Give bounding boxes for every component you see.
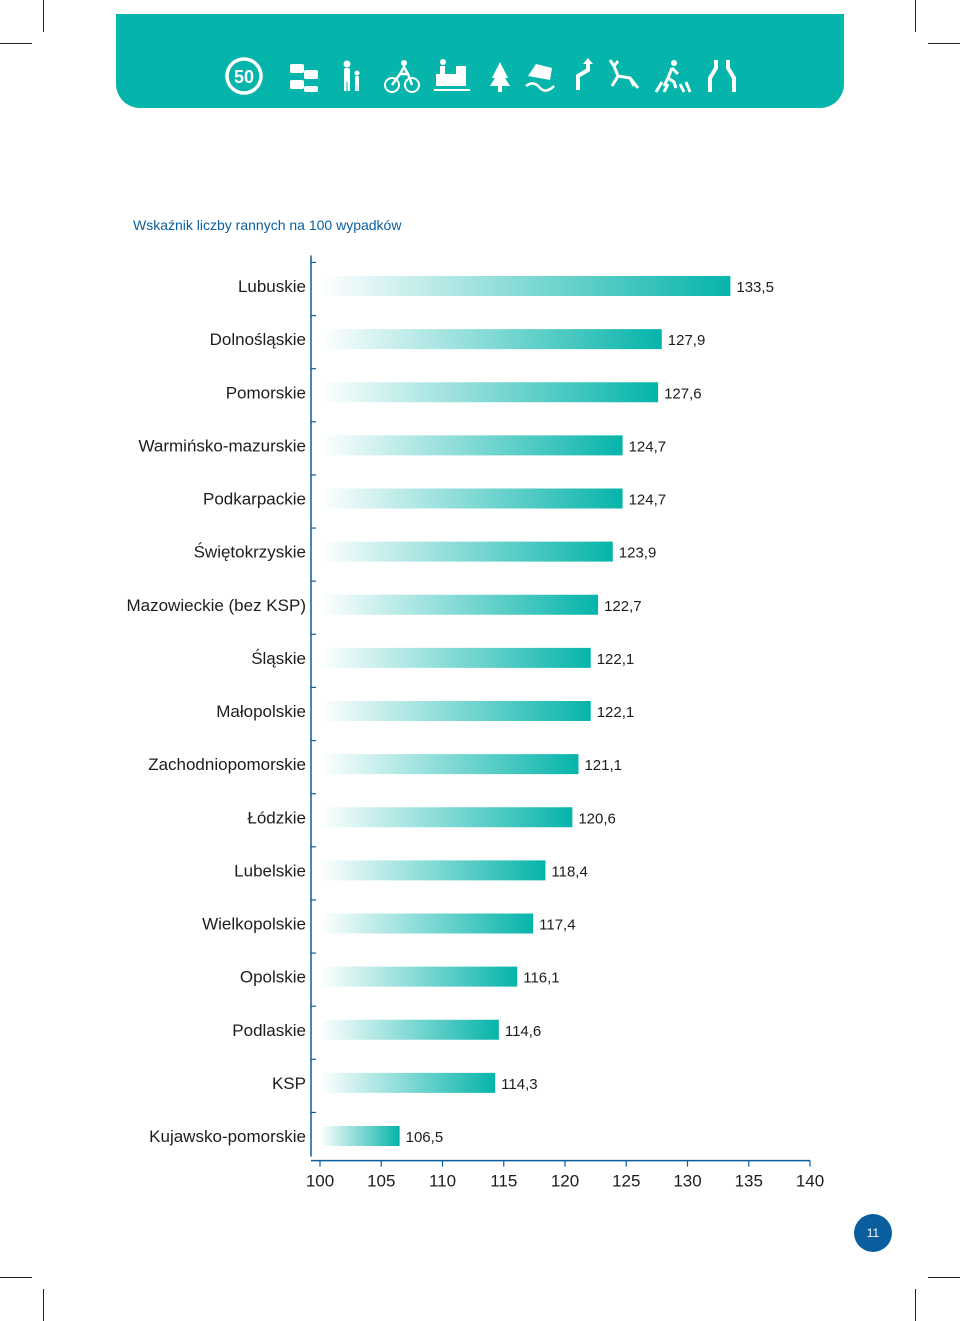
category-label: Zachodniopomorskie xyxy=(148,755,306,774)
value-label: 114,3 xyxy=(501,1076,537,1093)
bar xyxy=(320,966,518,987)
value-label: 122,7 xyxy=(604,598,642,615)
value-label: 122,1 xyxy=(597,704,635,721)
speed-limit-text: 50 xyxy=(234,67,254,87)
x-tick-label: 115 xyxy=(490,1172,517,1191)
page-number-badge: 11 xyxy=(854,1214,892,1252)
value-label: 116,1 xyxy=(523,970,559,987)
road-narrowing-icon xyxy=(708,60,736,92)
value-label: 122,1 xyxy=(597,651,635,668)
pedestrian-crossing-icon xyxy=(654,60,692,93)
category-label: Dolnośląskie xyxy=(210,330,306,349)
bar xyxy=(320,435,623,456)
value-label: 124,7 xyxy=(629,438,667,455)
crop-mark-tl-h xyxy=(0,43,32,44)
bar xyxy=(320,594,599,615)
chart-title: Wskaźnik liczby rannych na 100 wypadków xyxy=(133,217,402,233)
category-label: Śląskie xyxy=(251,649,306,668)
crop-mark-tr-h xyxy=(928,43,960,44)
value-label: 120,6 xyxy=(578,810,616,827)
bar xyxy=(320,1072,496,1093)
bar xyxy=(320,860,546,881)
category-label: KSP xyxy=(272,1074,306,1093)
category-label: Mazowieckie (bez KSP) xyxy=(126,596,306,615)
value-label: 124,7 xyxy=(629,492,667,509)
x-tick-label: 120 xyxy=(551,1172,579,1191)
x-tick-label: 135 xyxy=(735,1172,763,1191)
bar xyxy=(320,329,662,350)
bar xyxy=(320,647,591,668)
x-tick-label: 125 xyxy=(612,1172,640,1191)
deer-icon xyxy=(608,59,640,89)
value-label: 121,1 xyxy=(584,757,622,774)
category-label: Łódzkie xyxy=(247,808,306,827)
value-label: 127,9 xyxy=(668,332,706,349)
cyclist-icon xyxy=(384,60,420,93)
value-label: 118,4 xyxy=(551,863,587,880)
category-label: Lubuskie xyxy=(238,277,306,296)
tree-icon xyxy=(490,62,510,92)
bar xyxy=(320,754,579,775)
category-label: Pomorskie xyxy=(226,383,306,402)
crop-mark-br-h xyxy=(928,1277,960,1278)
bar xyxy=(320,807,573,828)
sharp-curve-icon xyxy=(576,58,593,90)
category-label: Opolskie xyxy=(240,968,306,987)
bar xyxy=(320,541,613,562)
value-label: 123,9 xyxy=(619,545,657,562)
bar xyxy=(320,1126,400,1146)
traffic-jam-icon xyxy=(290,64,318,92)
crop-mark-tr-v xyxy=(915,0,916,32)
bar xyxy=(320,276,731,296)
value-label: 106,5 xyxy=(406,1129,444,1146)
x-tick-label: 100 xyxy=(306,1172,334,1191)
x-tick-label: 105 xyxy=(367,1172,395,1191)
category-label: Wielkopolskie xyxy=(202,915,306,934)
bar xyxy=(320,488,623,509)
category-label: Lubelskie xyxy=(234,861,306,880)
speed-limit-50-icon: 50 xyxy=(225,57,263,95)
pedestrians-icon xyxy=(343,60,360,91)
x-tick-label: 130 xyxy=(673,1172,701,1191)
road-sign-icons: 50 xyxy=(224,56,744,96)
value-label: 127,6 xyxy=(664,385,702,402)
bar xyxy=(320,382,659,403)
value-label: 117,4 xyxy=(539,917,575,934)
bar xyxy=(320,913,534,934)
bar xyxy=(320,1019,499,1040)
crop-mark-tl-v xyxy=(43,0,44,32)
category-label: Kujawsko-pomorskie xyxy=(149,1127,306,1146)
category-label: Świętokrzyskie xyxy=(194,543,306,562)
crop-mark-bl-h xyxy=(0,1277,32,1278)
x-tick-label: 110 xyxy=(429,1172,456,1191)
train-crossing-icon xyxy=(434,59,470,91)
category-label: Podkarpackie xyxy=(203,490,306,509)
skidding-car-icon xyxy=(525,64,555,92)
value-label: 133,5 xyxy=(736,279,774,296)
category-label: Podlaskie xyxy=(232,1021,306,1040)
value-label: 114,6 xyxy=(505,1023,541,1040)
x-tick-label: 140 xyxy=(796,1172,824,1191)
category-label: Warmińsko-mazurskie xyxy=(138,436,306,455)
category-label: Małopolskie xyxy=(216,702,306,721)
bar xyxy=(320,701,591,721)
crop-mark-bl-v xyxy=(43,1289,44,1321)
crop-mark-br-v xyxy=(915,1289,916,1321)
